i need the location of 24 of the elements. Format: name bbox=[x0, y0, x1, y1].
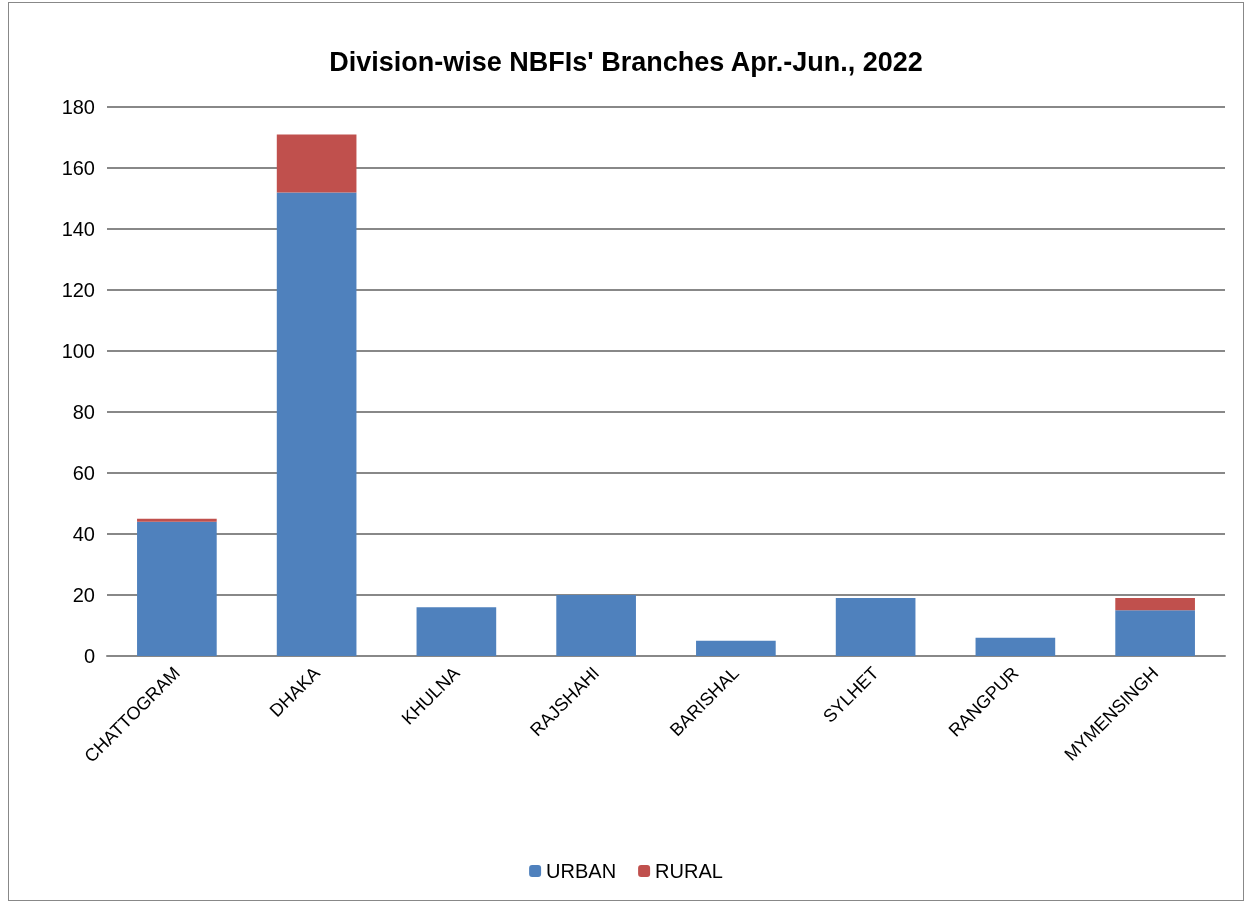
bar bbox=[696, 640, 776, 656]
bar bbox=[1115, 610, 1195, 656]
y-tick-label: 160 bbox=[61, 157, 95, 179]
bar bbox=[137, 521, 217, 656]
y-tick-label: 120 bbox=[61, 279, 95, 301]
legend-label: RURAL bbox=[655, 860, 723, 882]
bar bbox=[416, 607, 497, 656]
bar bbox=[276, 134, 357, 193]
bar bbox=[1115, 598, 1195, 611]
y-tick-label: 60 bbox=[72, 462, 95, 484]
y-tick-label: 20 bbox=[72, 584, 95, 606]
bar bbox=[556, 595, 636, 656]
y-tick-label: 180 bbox=[61, 96, 95, 118]
y-tick-label: 0 bbox=[83, 645, 95, 667]
bar bbox=[137, 518, 217, 522]
bar bbox=[276, 192, 357, 656]
y-tick-label: 80 bbox=[72, 401, 95, 423]
legend-label: URBAN bbox=[546, 860, 617, 882]
bar bbox=[835, 598, 916, 656]
y-tick-label: 40 bbox=[72, 523, 95, 545]
y-tick-label: 100 bbox=[61, 340, 95, 362]
chart-title: Division-wise NBFIs' Branches Apr.-Jun., 2022 bbox=[329, 46, 923, 77]
y-tick-label: 140 bbox=[61, 218, 95, 240]
bar bbox=[975, 637, 1056, 656]
